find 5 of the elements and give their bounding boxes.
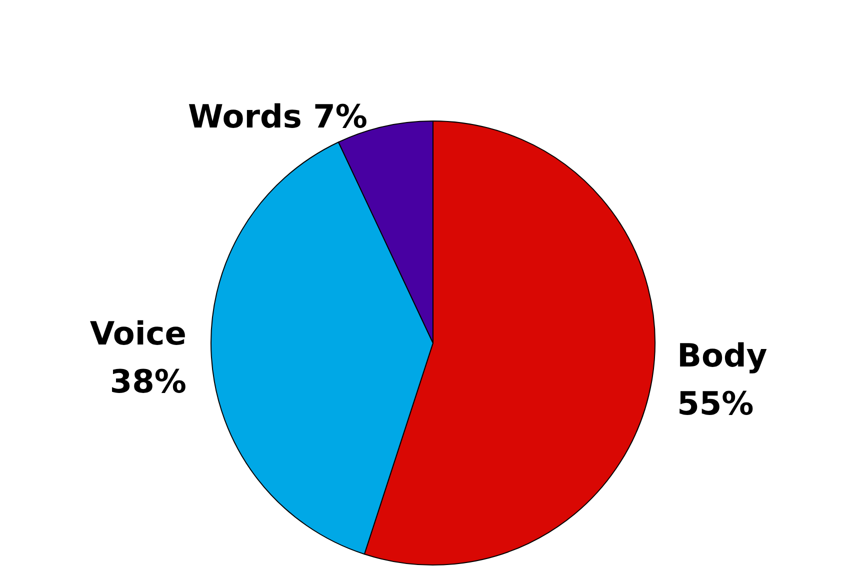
slice-label: Words 7% xyxy=(188,98,368,136)
slice-label: Voice xyxy=(90,314,186,353)
slice-label: Body xyxy=(677,336,768,374)
data-label: 55% xyxy=(677,384,754,422)
data-label: 38% xyxy=(110,362,186,401)
